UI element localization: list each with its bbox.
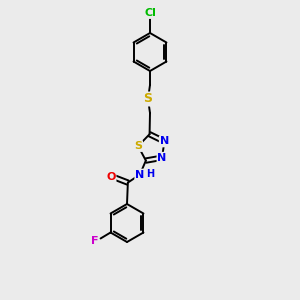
Text: N: N — [135, 169, 145, 180]
Text: N: N — [158, 153, 167, 163]
Text: F: F — [91, 236, 98, 245]
Text: Cl: Cl — [144, 8, 156, 18]
Text: H: H — [146, 169, 154, 178]
Text: O: O — [106, 172, 116, 182]
Text: S: S — [134, 141, 142, 151]
Text: S: S — [143, 92, 152, 106]
Text: N: N — [160, 136, 169, 146]
